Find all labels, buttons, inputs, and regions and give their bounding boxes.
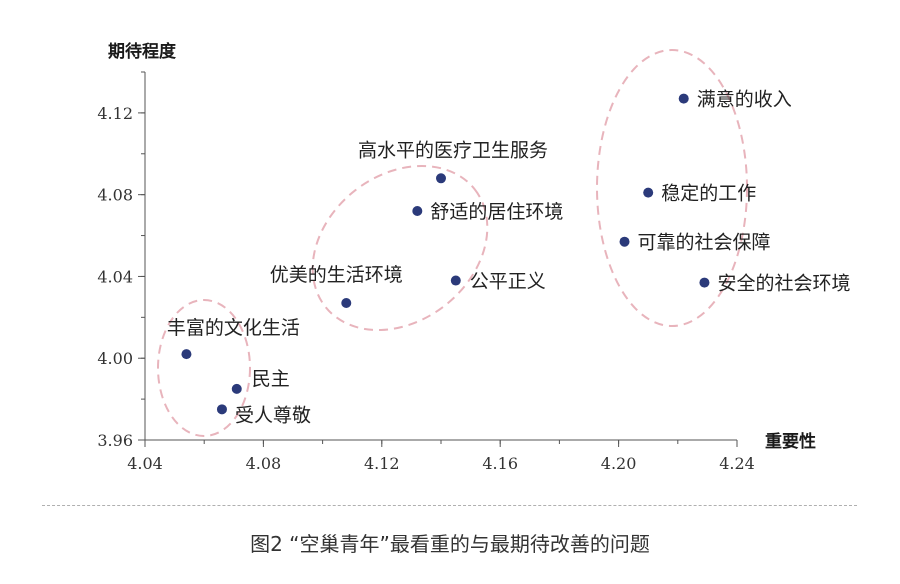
point-label: 民主 bbox=[252, 368, 290, 390]
point-label: 丰富的文化生活 bbox=[167, 317, 300, 339]
cluster-outlines bbox=[157, 49, 748, 437]
point-label: 受人尊敬 bbox=[235, 404, 311, 426]
y-tick-label: 4.04 bbox=[97, 267, 133, 286]
y-tick-label: 4.00 bbox=[97, 349, 133, 368]
point-label: 满意的收入 bbox=[697, 89, 792, 111]
data-point bbox=[341, 298, 352, 309]
point-label: 安全的社会环境 bbox=[717, 273, 850, 295]
point-label: 可靠的社会保障 bbox=[638, 232, 771, 254]
data-point bbox=[643, 187, 654, 198]
data-point bbox=[216, 404, 227, 415]
point-label: 稳定的工作 bbox=[661, 183, 756, 205]
y-tick-label: 4.08 bbox=[97, 186, 133, 205]
y-tick-label: 4.12 bbox=[97, 104, 133, 123]
point-label: 优美的生活环境 bbox=[270, 264, 403, 286]
x-tick-label: 4.16 bbox=[482, 454, 518, 473]
cluster-outline-middle bbox=[311, 164, 489, 332]
point-label: 高水平的医疗卫生服务 bbox=[358, 139, 548, 161]
x-tick-label: 4.24 bbox=[719, 454, 755, 473]
cluster-outline-top bbox=[596, 49, 748, 327]
x-tick-label: 4.12 bbox=[364, 454, 400, 473]
data-point bbox=[619, 236, 630, 247]
figure-caption: 图2 “空巢青年”最看重的与最期待改善的问题 bbox=[250, 532, 650, 556]
divider bbox=[42, 505, 857, 506]
data-point bbox=[412, 206, 423, 217]
cluster-outline-low bbox=[157, 299, 251, 437]
y-axis-title: 期待程度 bbox=[108, 41, 177, 62]
point-label: 舒适的居住环境 bbox=[430, 201, 563, 223]
x-tick-label: 4.20 bbox=[601, 454, 637, 473]
point-label: 公平正义 bbox=[470, 271, 546, 293]
data-point bbox=[181, 349, 192, 360]
data-point bbox=[678, 93, 689, 104]
data-point bbox=[436, 173, 446, 184]
data-point bbox=[699, 277, 710, 288]
axes: 3.96 4.00 4.04 4.08 4.12 4.04 4.08 4.12 4.16 4.20… bbox=[97, 71, 755, 473]
scatter-chart: 3.96 4.00 4.04 4.08 4.12 4.04 4.08 4.12 4.16 4.20… bbox=[97, 41, 851, 473]
x-axis-title: 重要性 bbox=[765, 431, 816, 452]
y-tick-label: 3.96 bbox=[97, 431, 133, 450]
data-point bbox=[450, 275, 461, 286]
data-point bbox=[231, 383, 242, 394]
x-tick-label: 4.08 bbox=[246, 454, 282, 473]
x-tick-label: 4.04 bbox=[127, 454, 163, 473]
